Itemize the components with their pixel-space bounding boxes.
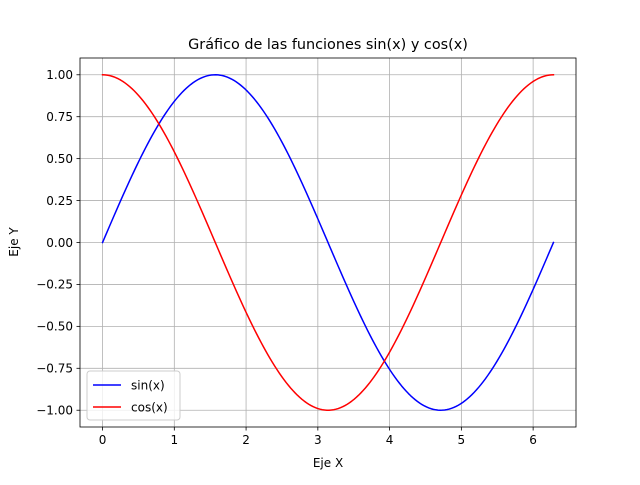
y-tick-label: −0.25 xyxy=(36,278,73,292)
y-tick-label: 0.25 xyxy=(46,194,73,208)
x-tick-label: 3 xyxy=(314,433,322,447)
series-line-sin xyxy=(101,74,555,411)
x-tick-label: 4 xyxy=(386,433,394,447)
y-tick-label: 0.50 xyxy=(46,152,73,166)
y-tick-label: 1.00 xyxy=(46,68,73,82)
y-tick-label: −0.75 xyxy=(36,362,73,376)
y-tick-label: 0.75 xyxy=(46,110,73,124)
y-tick-label: −0.50 xyxy=(36,320,73,334)
x-tick-label: 0 xyxy=(99,433,107,447)
legend: sin(x) cos(x) xyxy=(86,370,181,421)
legend-label-sin: sin(x) xyxy=(131,379,165,393)
y-tick-label: −1.00 xyxy=(36,404,73,418)
y-axis-ticks: −1.00 −0.75 −0.50 −0.25 0.00 0.25 0.50 0.75 1.00 xyxy=(36,68,80,418)
series-line-cos xyxy=(101,73,555,411)
x-tick-label: 2 xyxy=(242,433,250,447)
x-tick-label: 5 xyxy=(458,433,466,447)
x-axis-ticks: 0 1 2 3 4 5 6 xyxy=(99,427,537,447)
legend-label-cos: cos(x) xyxy=(131,401,168,415)
x-tick-label: 1 xyxy=(170,433,178,447)
chart-title: Gráfico de las funciones sin(x) y cos(x) xyxy=(188,37,468,53)
y-tick-label: 0.00 xyxy=(46,236,73,250)
x-axis-label: Eje X xyxy=(313,456,343,470)
series-lines xyxy=(101,73,555,411)
x-tick-label: 6 xyxy=(529,433,537,447)
y-axis-label: Eje Y xyxy=(7,227,21,257)
